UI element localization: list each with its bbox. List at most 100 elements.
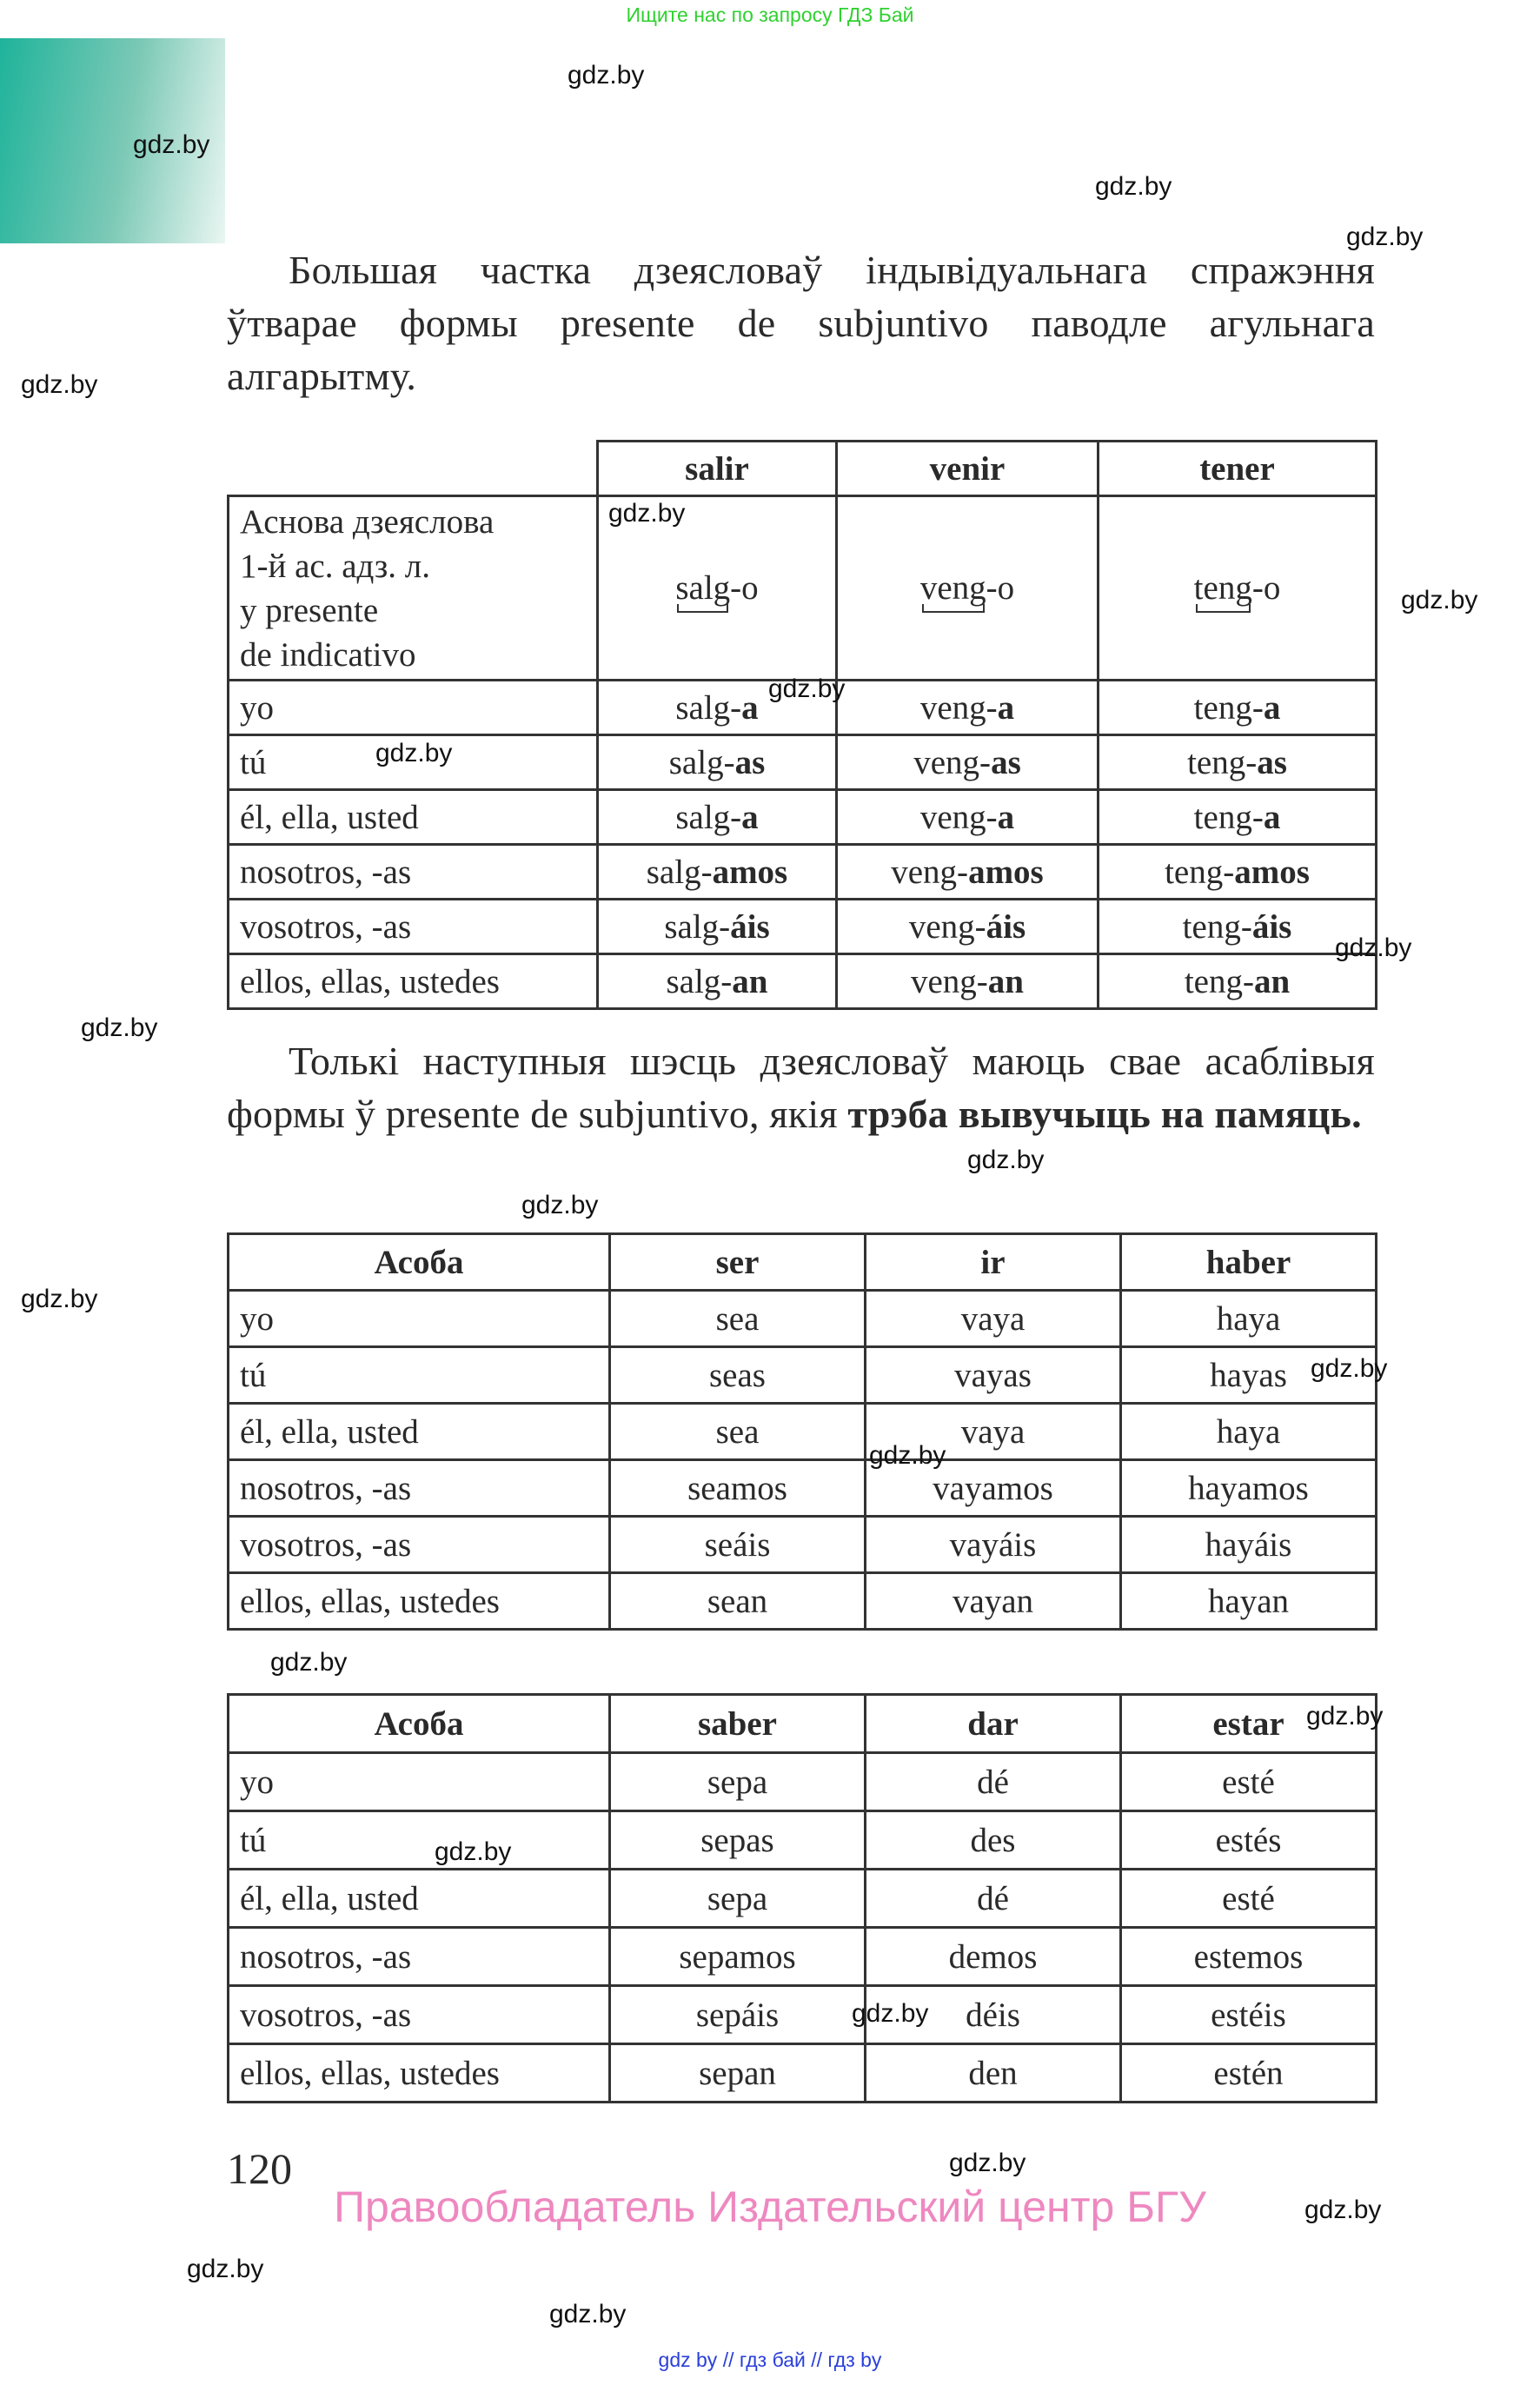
column-header: Асоба xyxy=(227,1693,611,1754)
watermark: gdz.by xyxy=(608,499,686,528)
person-cell: tú xyxy=(227,1345,611,1405)
form-stem: salg- xyxy=(668,743,735,781)
form-cell: vaya xyxy=(864,1289,1122,1348)
form-cell: teng-a xyxy=(1097,679,1377,736)
form-cell: veng-a xyxy=(835,679,1099,736)
form-stem: teng- xyxy=(1187,743,1258,781)
stem-label-line: de indicativo xyxy=(240,635,416,674)
form-cell: haya xyxy=(1119,1289,1377,1348)
form-ending: áis xyxy=(986,907,1026,946)
form-cell: des xyxy=(864,1810,1122,1870)
watermark: gdz.by xyxy=(187,2255,264,2283)
person-cell: vosotros, -as xyxy=(227,1515,611,1574)
table-row: vosotros, -as sepáis déis estéis xyxy=(227,1984,1377,2045)
form-stem: teng- xyxy=(1193,688,1264,727)
stem-cell: veng-o xyxy=(835,495,1099,681)
form-cell: haya xyxy=(1119,1402,1377,1461)
form-cell: demos xyxy=(864,1926,1122,1987)
form-cell: seas xyxy=(608,1345,866,1405)
form-cell: vayáis xyxy=(864,1515,1122,1574)
form-cell: salg-amos xyxy=(596,843,838,900)
table-row: vosotros, -as seáis vayáis hayáis xyxy=(227,1515,1377,1574)
regular-verbs-table: salir venir tener Аснова дзеяслова 1-й ас. … xyxy=(227,440,1377,1010)
form-cell: teng-as xyxy=(1097,734,1377,791)
column-header: ser xyxy=(608,1232,866,1292)
form-cell: esté xyxy=(1119,1751,1377,1812)
form-cell: déis xyxy=(864,1984,1122,2045)
watermark: gdz.by xyxy=(949,2149,1026,2177)
form-cell: estés xyxy=(1119,1810,1377,1870)
watermark: gdz.by xyxy=(852,1999,929,2028)
form-cell: sepan xyxy=(608,2043,866,2103)
table-row: él, ella, usted sea vaya haya xyxy=(227,1402,1377,1461)
form-cell: hayan xyxy=(1119,1571,1377,1631)
form-stem: veng- xyxy=(891,853,969,891)
form-stem: salg- xyxy=(664,907,731,946)
empty-corner-cell xyxy=(229,442,598,496)
form-cell: seáis xyxy=(608,1515,866,1574)
form-cell: teng-an xyxy=(1097,953,1377,1010)
form-cell: estéis xyxy=(1119,1984,1377,2045)
form-cell: sepa xyxy=(608,1751,866,1812)
person-cell: tú xyxy=(227,1810,611,1870)
watermark: gdz.by xyxy=(1095,172,1172,201)
watermark: gdz.by xyxy=(1306,1702,1384,1731)
rights-holder-notice: Правообладатель Издательский центр БГУ xyxy=(334,2182,1206,2231)
form-stem: salg- xyxy=(666,962,733,1000)
form-cell: veng-a xyxy=(835,788,1099,846)
table-row: tú salg-as veng-as teng-as xyxy=(227,734,1377,791)
person-cell: yo xyxy=(227,679,599,736)
person-cell: él, ella, usted xyxy=(227,788,599,846)
search-hint: Ищите нас по запросу ГДЗ Бай xyxy=(626,3,914,26)
form-cell: hayáis xyxy=(1119,1515,1377,1574)
paragraph-emphasis: трэба вывучыць на памяць. xyxy=(847,1092,1362,1136)
watermark: gdz.by xyxy=(1304,2196,1382,2224)
watermark: gdz.by xyxy=(549,2300,627,2329)
table-row: él, ella, usted sepa dé esté xyxy=(227,1868,1377,1929)
verb-stem: teng xyxy=(1193,569,1252,613)
form-ending: a xyxy=(1263,688,1281,727)
watermark: gdz.by xyxy=(1335,933,1412,962)
verb-ending: -o xyxy=(986,569,1015,607)
form-cell: vayas xyxy=(864,1345,1122,1405)
person-cell: yo xyxy=(227,1289,611,1348)
form-cell: sepamos xyxy=(608,1926,866,1987)
column-header: ir xyxy=(864,1232,1122,1292)
watermark: gdz.by xyxy=(1401,586,1478,615)
form-stem: veng- xyxy=(919,688,998,727)
watermark: gdz.by xyxy=(21,370,98,399)
form-cell: teng-amos xyxy=(1097,843,1377,900)
form-cell: hayamos xyxy=(1119,1458,1377,1518)
form-ending: amos xyxy=(712,853,788,891)
form-ending: amos xyxy=(1234,853,1310,891)
verb-stem: salg xyxy=(675,569,731,613)
form-cell: dé xyxy=(864,1751,1122,1812)
column-header: tener xyxy=(1097,440,1377,497)
form-cell: sea xyxy=(608,1402,866,1461)
stem-cell: salg-o xyxy=(596,495,838,681)
form-stem: teng- xyxy=(1193,798,1264,836)
column-header: Асоба xyxy=(227,1232,611,1292)
table-row: ellos, ellas, ustedes sean vayan hayan xyxy=(227,1571,1377,1631)
footer-links[interactable]: gdz by // гдз бай // гдз by xyxy=(658,2348,882,2371)
watermark: gdz.by xyxy=(435,1837,512,1866)
form-stem: salg- xyxy=(675,688,742,727)
person-cell: tú xyxy=(227,734,599,791)
form-stem: veng- xyxy=(913,743,992,781)
stem-row: Аснова дзеяслова 1-й ас. адз. л. y present… xyxy=(227,495,1377,681)
form-ending: an xyxy=(1253,962,1291,1000)
form-cell: teng-áis xyxy=(1097,898,1377,955)
form-cell: vaya xyxy=(864,1402,1122,1461)
column-header: saber xyxy=(608,1693,866,1754)
decorative-corner-block xyxy=(0,38,225,243)
form-ending: as xyxy=(1257,743,1287,781)
form-stem: veng- xyxy=(908,907,986,946)
person-cell: yo xyxy=(227,1751,611,1812)
stem-label-line: 1-й ас. адз. л. xyxy=(240,547,430,585)
page-number: 120 xyxy=(227,2144,292,2193)
person-cell: él, ella, usted xyxy=(227,1402,611,1461)
verb-stem: veng xyxy=(919,569,986,613)
form-ending: a xyxy=(1263,798,1281,836)
irregular-intro-paragraph: Толькі наступныя шэсць дзеясловаў маюць … xyxy=(227,1034,1375,1140)
form-cell: teng-a xyxy=(1097,788,1377,846)
